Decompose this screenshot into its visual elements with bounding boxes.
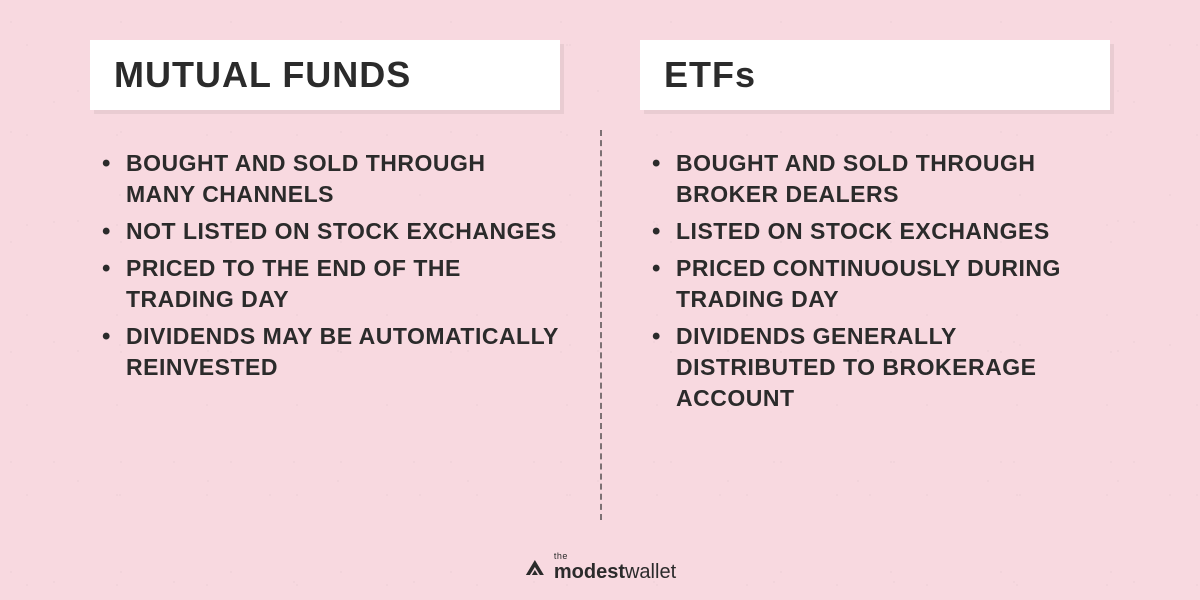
list-item: PRICED CONTINUOUSLY DURING TRADING DAY (648, 253, 1110, 315)
list-item: PRICED TO THE END OF THE TRADING DAY (98, 253, 560, 315)
list-item: LISTED ON STOCK EXCHANGES (648, 216, 1110, 247)
list-item: NOT LISTED ON STOCK EXCHANGES (98, 216, 560, 247)
right-title: ETFs (664, 54, 1086, 96)
comparison-container: MUTUAL FUNDS BOUGHT AND SOLD THROUGH MAN… (0, 0, 1200, 600)
list-item: DIVIDENDS MAY BE AUTOMATICALLY REINVESTE… (98, 321, 560, 383)
wallet-triangle-icon (524, 557, 546, 577)
right-list: BOUGHT AND SOLD THROUGH BROKER DEALERS L… (640, 148, 1110, 420)
right-column: ETFs BOUGHT AND SOLD THROUGH BROKER DEAL… (600, 40, 1110, 560)
brand-text: the modestwallet (554, 552, 676, 582)
vertical-divider (600, 130, 602, 520)
list-item: DIVIDENDS GENERALLY DISTRIBUTED TO BROKE… (648, 321, 1110, 414)
left-column: MUTUAL FUNDS BOUGHT AND SOLD THROUGH MAN… (90, 40, 600, 560)
footer-brand: the modestwallet (524, 552, 676, 582)
list-item: BOUGHT AND SOLD THROUGH MANY CHANNELS (98, 148, 560, 210)
brand-the: the (554, 552, 676, 561)
brand-name: modestwallet (554, 562, 676, 582)
left-list: BOUGHT AND SOLD THROUGH MANY CHANNELS NO… (90, 148, 560, 389)
left-title: MUTUAL FUNDS (114, 54, 536, 96)
right-heading-box: ETFs (640, 40, 1110, 110)
left-heading-box: MUTUAL FUNDS (90, 40, 560, 110)
list-item: BOUGHT AND SOLD THROUGH BROKER DEALERS (648, 148, 1110, 210)
